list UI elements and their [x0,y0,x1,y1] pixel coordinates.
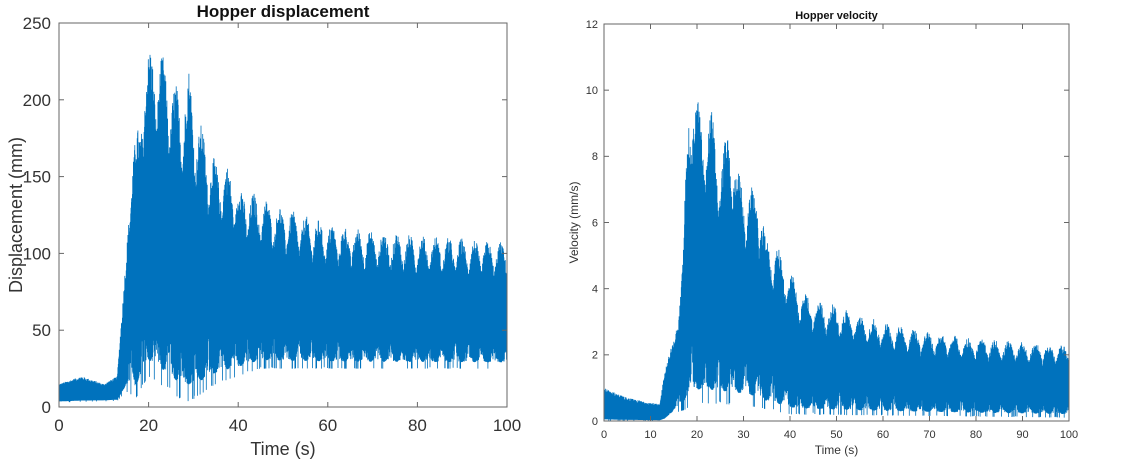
x-tick-label: 0 [601,429,607,441]
x-tick-label: 40 [229,416,248,435]
chart-1: 0 10 20 30 40 50 60 70 80 90 100 0 2 4 6 8 10 12 Hopper ve… [567,10,1078,457]
x-axis-label: Time (s) [250,439,315,459]
x-tick-label: 60 [877,429,889,441]
x-tick-label: 20 [139,416,158,435]
y-tick-label: 0 [42,398,51,417]
x-tick-label: 40 [784,429,796,441]
y-tick-label: 100 [23,244,51,263]
y-tick-label: 10 [586,85,598,97]
x-tick-label: 80 [408,416,427,435]
series-line [58,54,508,403]
chart-0: 0 20 40 60 80 100 0 50 100 150 200 250 Hopper displa… [6,2,521,459]
y-axis-label: Velocity (mm/s) [567,181,581,263]
y-tick-label: 150 [23,168,51,187]
x-tick-label: 100 [493,416,521,435]
y-tick-label: 12 [586,19,598,31]
y-tick-label: 8 [592,151,598,163]
x-tick-label: 50 [830,429,842,441]
x-tick-label: 30 [737,429,749,441]
x-tick-label: 100 [1060,429,1078,441]
x-tick-label: 60 [318,416,337,435]
chart-title: Hopper displacement [197,2,370,21]
y-tick-label: 2 [592,350,598,362]
x-tick-label: 10 [644,429,656,441]
y-tick-label: 50 [32,321,51,340]
axes-box [58,22,508,408]
y-axis-label: Displacement (mm) [6,137,26,293]
x-tick-label: 80 [970,429,982,441]
y-tick-label: 0 [592,416,598,428]
y-tick-label: 4 [592,284,598,296]
x-tick-label: 0 [54,416,63,435]
y-tick-label: 200 [23,91,51,110]
x-tick-label: 90 [1016,429,1028,441]
series-line [603,102,1070,422]
y-tick-label: 6 [592,217,598,229]
x-tick-label: 70 [923,429,935,441]
x-axis-label: Time (s) [815,443,859,457]
y-tick-label: 250 [23,14,51,33]
x-tick-label: 20 [691,429,703,441]
chart-title: Hopper velocity [795,10,878,22]
